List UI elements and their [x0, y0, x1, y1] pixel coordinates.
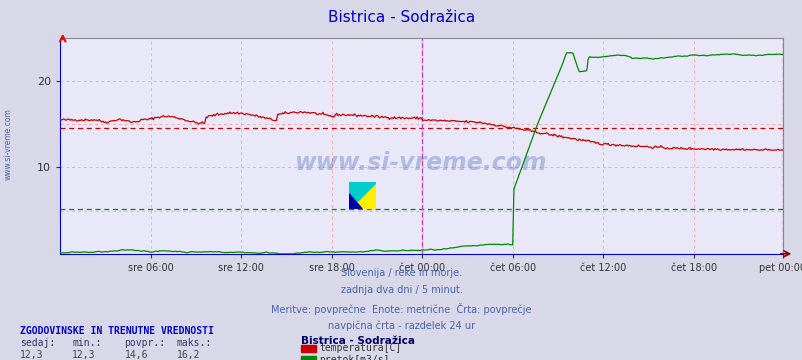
Text: pretok[m3/s]: pretok[m3/s] — [319, 355, 390, 360]
Text: zadnja dva dni / 5 minut.: zadnja dva dni / 5 minut. — [340, 285, 462, 296]
Text: ZGODOVINSKE IN TRENUTNE VREDNOSTI: ZGODOVINSKE IN TRENUTNE VREDNOSTI — [20, 326, 213, 336]
Text: navpična črta - razdelek 24 ur: navpična črta - razdelek 24 ur — [327, 320, 475, 330]
Polygon shape — [349, 182, 375, 209]
Text: 16,2: 16,2 — [176, 350, 200, 360]
Text: min.:: min.: — [72, 338, 102, 348]
Text: www.si-vreme.com: www.si-vreme.com — [3, 108, 13, 180]
Text: Bistrica - Sodražica: Bistrica - Sodražica — [301, 336, 415, 346]
Polygon shape — [349, 194, 362, 209]
Text: Meritve: povprečne  Enote: metrične  Črta: povprečje: Meritve: povprečne Enote: metrične Črta:… — [271, 303, 531, 315]
Text: maks.:: maks.: — [176, 338, 212, 348]
Text: temperatura[C]: temperatura[C] — [319, 343, 401, 353]
Polygon shape — [349, 182, 375, 209]
Text: www.si-vreme.com: www.si-vreme.com — [295, 151, 547, 175]
Text: Slovenija / reke in morje.: Slovenija / reke in morje. — [341, 268, 461, 278]
Text: Bistrica - Sodražica: Bistrica - Sodražica — [327, 10, 475, 25]
Text: 14,6: 14,6 — [124, 350, 148, 360]
Text: 12,3: 12,3 — [72, 350, 95, 360]
Text: sedaj:: sedaj: — [20, 338, 55, 348]
Text: 12,3: 12,3 — [20, 350, 43, 360]
Text: povpr.:: povpr.: — [124, 338, 165, 348]
